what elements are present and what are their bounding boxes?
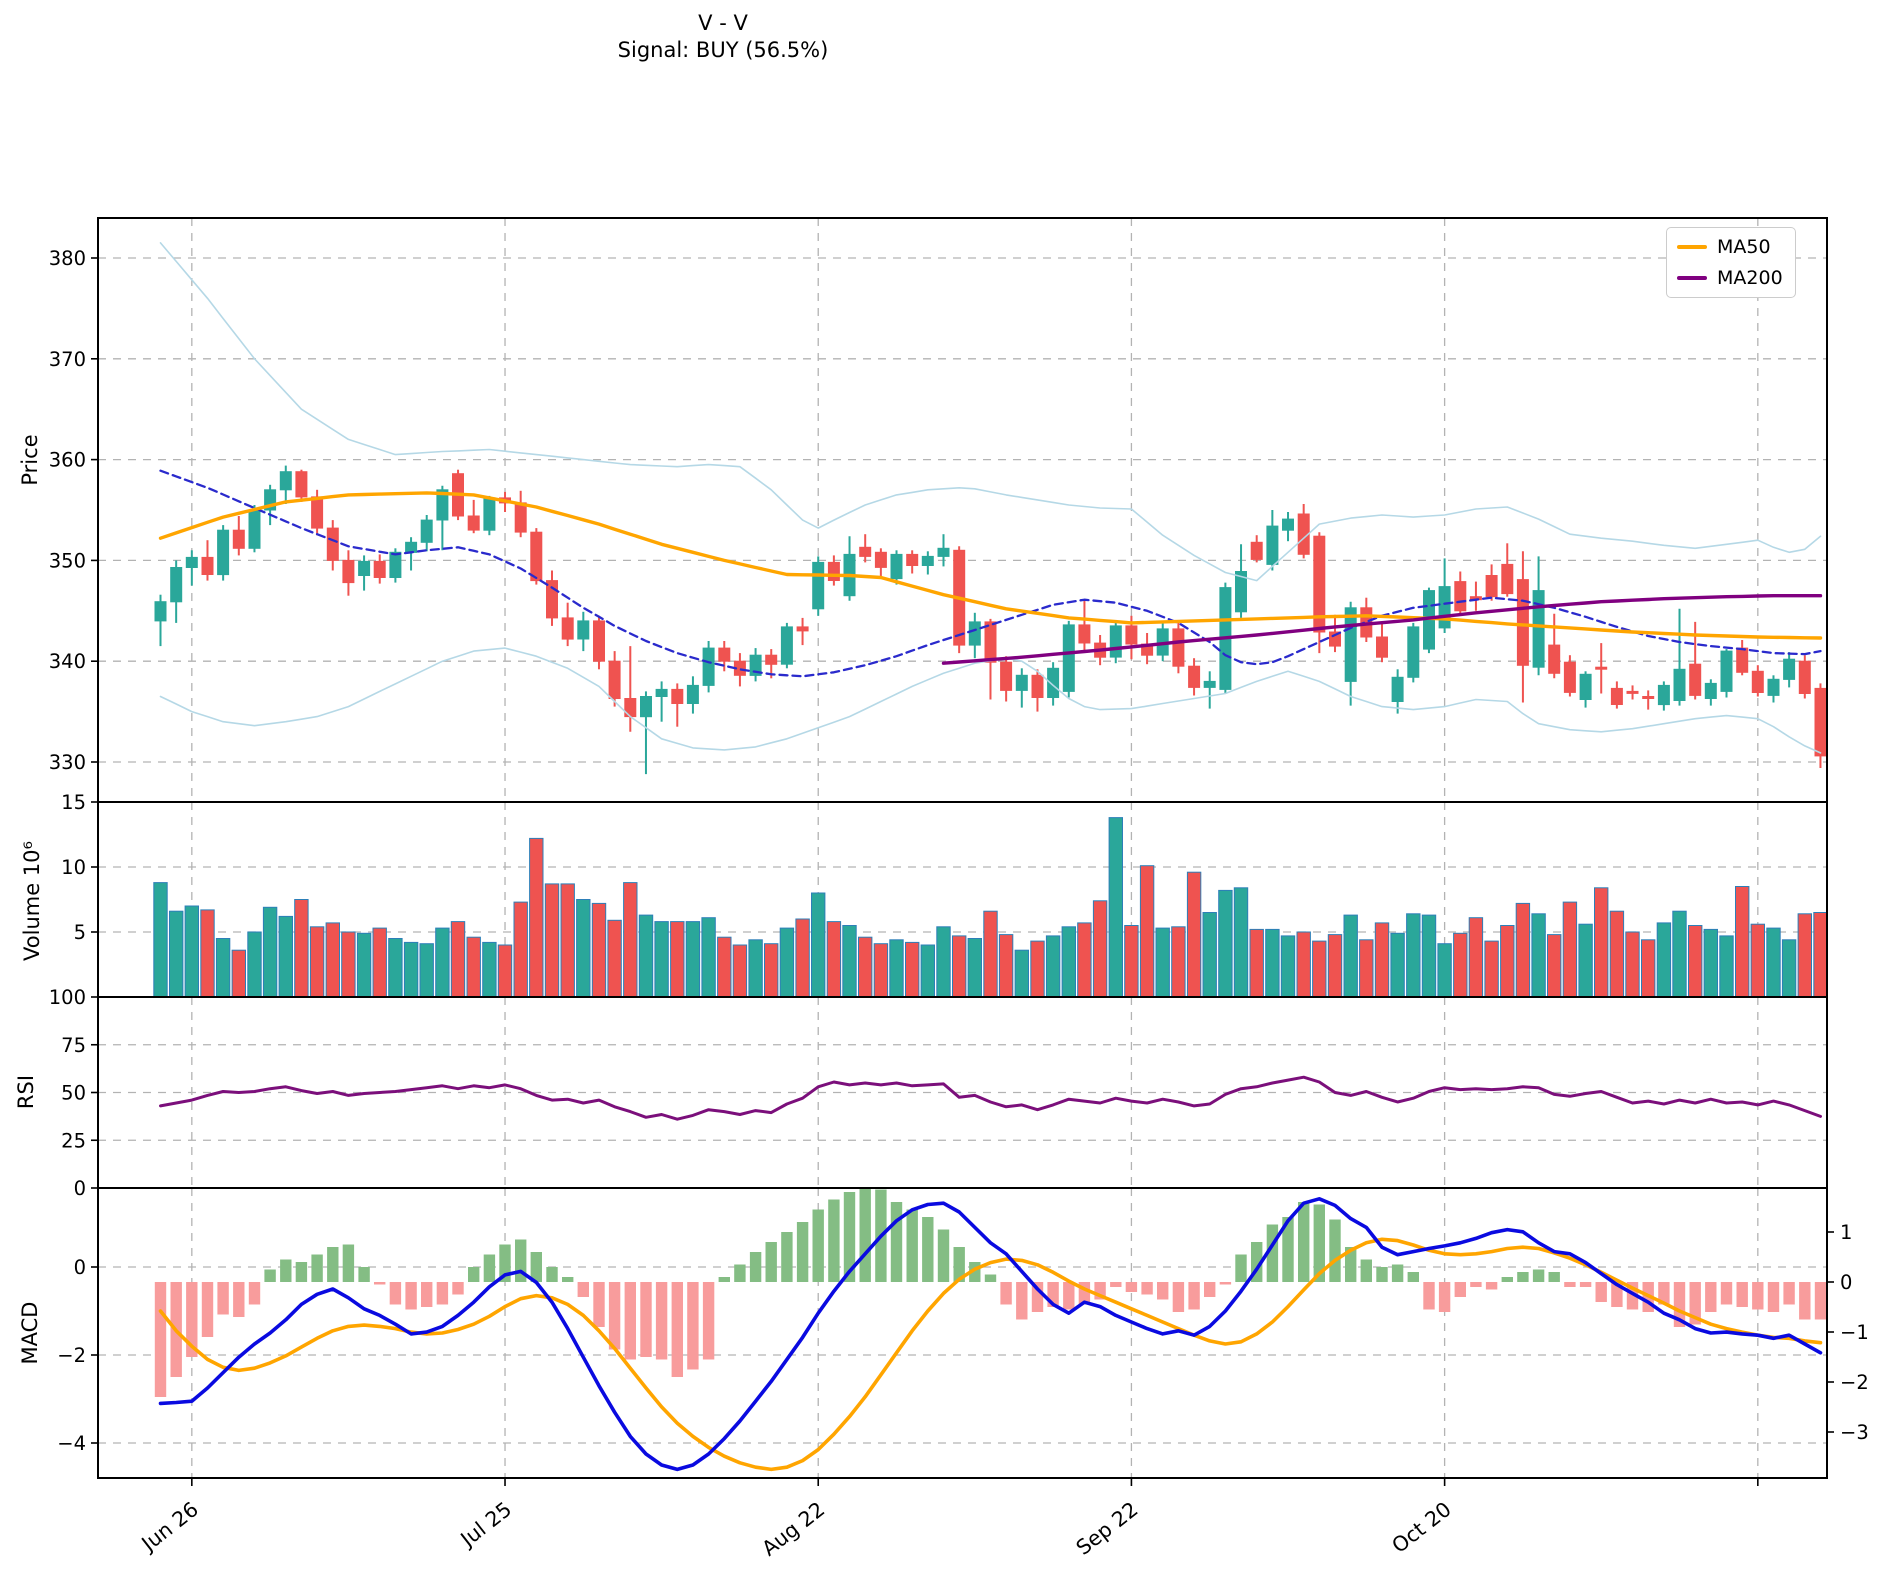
svg-text:0: 0 bbox=[74, 1256, 86, 1279]
rsi-line bbox=[159, 1075, 1822, 1121]
svg-text:50: 50 bbox=[61, 1082, 86, 1105]
svg-text:340: 340 bbox=[49, 650, 86, 673]
svg-text:25: 25 bbox=[61, 1129, 86, 1152]
svg-text:Sep 22: Sep 22 bbox=[1072, 1497, 1143, 1560]
svg-text:0: 0 bbox=[74, 1177, 86, 1200]
ma20-line bbox=[159, 469, 1822, 678]
panel-borders bbox=[97, 217, 1828, 1479]
svg-text:Jul 25: Jul 25 bbox=[455, 1497, 517, 1552]
svg-text:360: 360 bbox=[49, 449, 86, 472]
svg-text:−3: −3 bbox=[1840, 1421, 1869, 1444]
chart-title-signal: Signal: BUY (56.5%) bbox=[617, 38, 829, 62]
svg-text:330: 330 bbox=[49, 751, 86, 774]
svg-text:75: 75 bbox=[61, 1034, 86, 1057]
rsi-axis-label: RSI bbox=[14, 1074, 38, 1110]
x-tick-labels: Jun 26 Jul 25 Aug 22 Sep 22 Oct 20 bbox=[136, 1478, 1759, 1561]
svg-text:Jun 26: Jun 26 bbox=[136, 1497, 203, 1557]
candlesticks bbox=[154, 465, 1827, 775]
macd-line bbox=[158, 1197, 1823, 1472]
volume-axis-label: Volume 10⁶ bbox=[20, 841, 44, 961]
legend-item-ma200: MA200 bbox=[1677, 267, 1783, 289]
svg-text:15: 15 bbox=[61, 791, 86, 814]
gridlines bbox=[98, 218, 1827, 1478]
ma200-legend-label: MA200 bbox=[1717, 267, 1783, 289]
svg-text:370: 370 bbox=[49, 348, 86, 371]
ma50-line bbox=[158, 491, 1823, 640]
svg-text:100: 100 bbox=[49, 986, 86, 1009]
y-tick-labels: 3803703603503403301510510075502500−2−410… bbox=[49, 247, 1869, 1455]
macd-histogram bbox=[154, 1187, 1827, 1397]
macd-axis-label: MACD bbox=[18, 1301, 42, 1365]
legend-item-ma50: MA50 bbox=[1677, 236, 1783, 258]
svg-text:Aug 22: Aug 22 bbox=[757, 1497, 829, 1561]
svg-text:−1: −1 bbox=[1840, 1321, 1869, 1344]
svg-text:5: 5 bbox=[74, 921, 86, 944]
legend: MA50 MA200 bbox=[1666, 227, 1796, 298]
svg-text:0: 0 bbox=[1840, 1271, 1852, 1294]
svg-text:1: 1 bbox=[1840, 1221, 1852, 1244]
ma200-line bbox=[941, 594, 1823, 665]
ma200-line-swatch bbox=[1677, 276, 1707, 280]
chart-title: V - V Signal: BUY (56.5%) bbox=[0, 10, 1446, 64]
svg-text:−2: −2 bbox=[1840, 1371, 1869, 1394]
svg-text:Oct 20: Oct 20 bbox=[1387, 1497, 1455, 1558]
svg-text:350: 350 bbox=[49, 549, 86, 572]
svg-text:10: 10 bbox=[61, 856, 86, 879]
ma50-legend-label: MA50 bbox=[1717, 236, 1771, 258]
ma50-line-swatch bbox=[1677, 245, 1707, 249]
chart-title-symbol: V - V bbox=[698, 11, 748, 35]
price-axis-label: Price bbox=[18, 434, 42, 486]
svg-text:−4: −4 bbox=[57, 1432, 86, 1455]
svg-text:−2: −2 bbox=[57, 1344, 86, 1367]
volume-bars bbox=[153, 817, 1828, 998]
macd-signal-line bbox=[158, 1237, 1823, 1472]
svg-text:380: 380 bbox=[49, 247, 86, 270]
